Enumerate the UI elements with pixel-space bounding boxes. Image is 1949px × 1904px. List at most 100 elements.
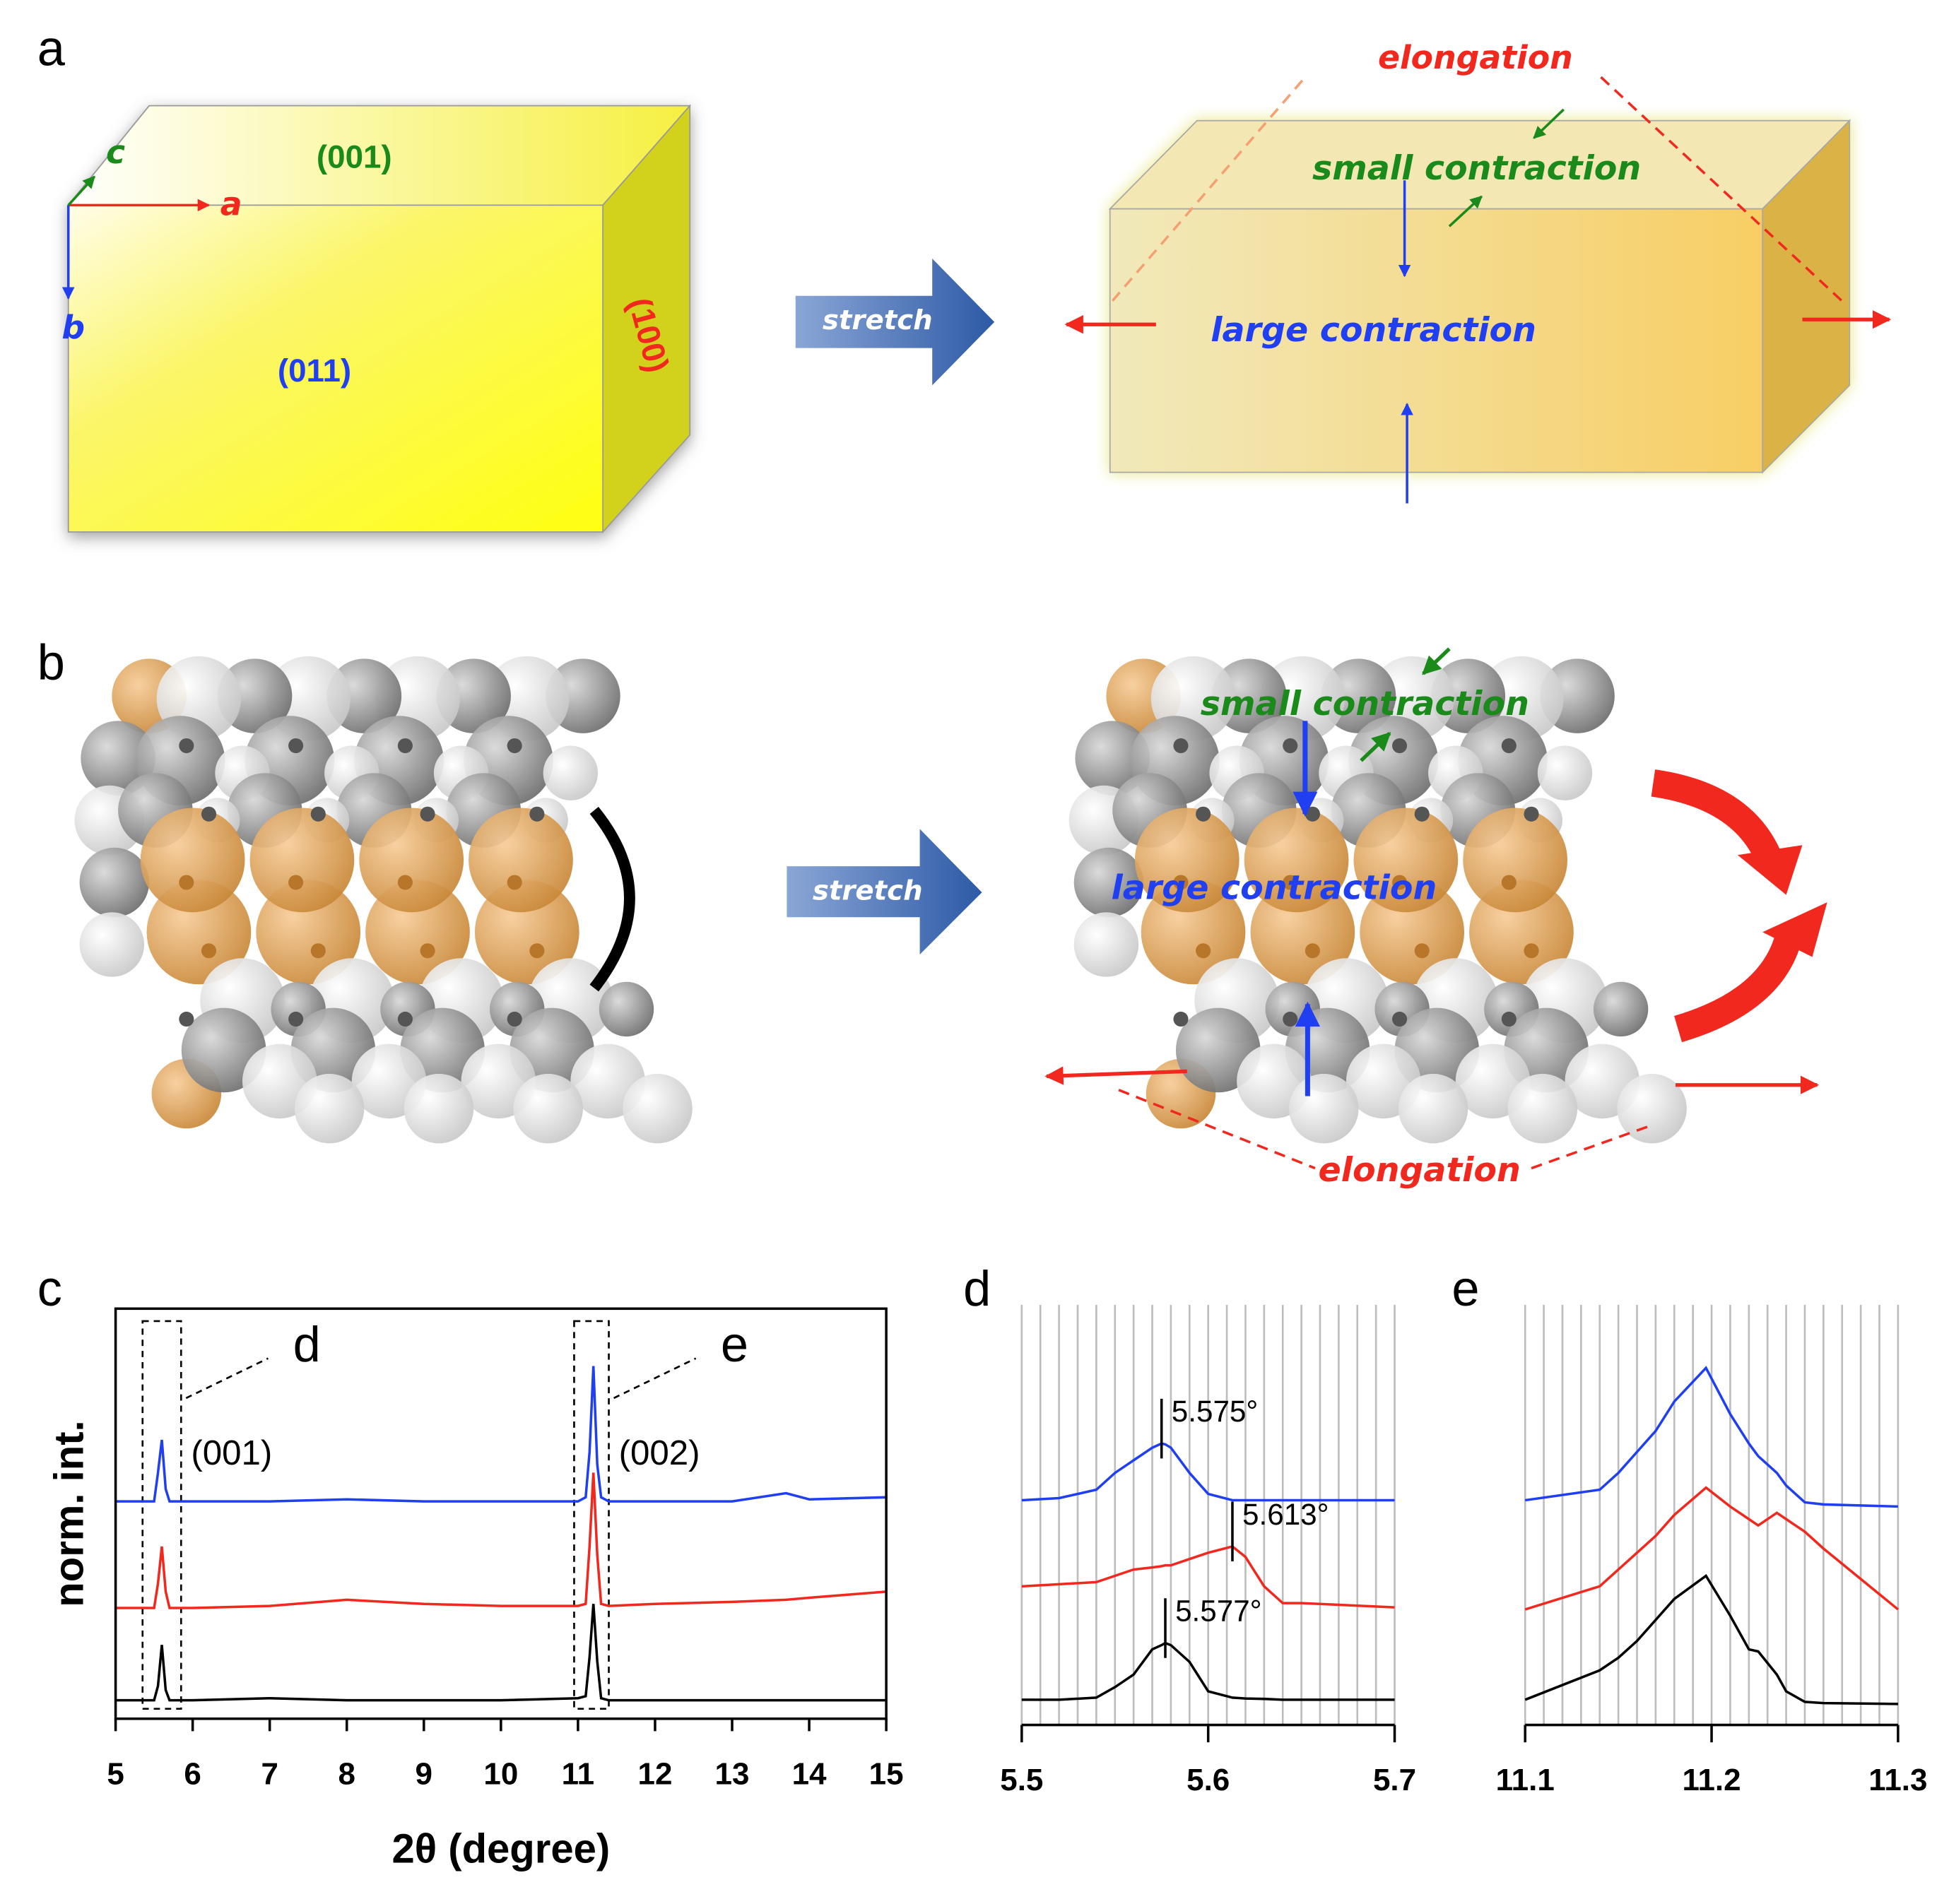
atom-sphere <box>1507 1073 1578 1144</box>
peak-label: (001) <box>191 1433 272 1472</box>
leader-line <box>185 1357 269 1400</box>
atom-sphere <box>79 912 145 977</box>
data-line <box>1021 1544 1395 1609</box>
x-tick-label: 5.6 <box>1187 1763 1230 1797</box>
arrow-label: stretch <box>823 304 933 336</box>
molecular-packing <box>1068 656 1687 1144</box>
atom-ball <box>179 738 194 754</box>
atom-sphere <box>359 808 464 913</box>
data-line <box>1021 1641 1395 1701</box>
atom-ball <box>1196 943 1211 959</box>
atom-ball <box>1392 738 1408 754</box>
data-line <box>115 1472 887 1609</box>
atom-sphere <box>1398 1073 1468 1144</box>
x-tick-label: 13 <box>715 1756 750 1791</box>
elongation-arrow <box>1044 1066 1187 1085</box>
atom-ball <box>1173 738 1189 754</box>
region-label: e <box>721 1316 748 1372</box>
axis-label: a <box>220 186 242 223</box>
atom-ball <box>507 875 522 890</box>
atom-ball <box>420 943 435 959</box>
stretch-arrow <box>787 829 982 955</box>
atom-sphere <box>599 981 654 1037</box>
atom-ball <box>1283 1011 1298 1027</box>
atom-sphere <box>79 847 150 918</box>
atom-sphere <box>294 1073 365 1144</box>
dashed-line <box>1531 1123 1654 1170</box>
zoom-region <box>573 1320 610 1710</box>
data-line <box>115 1366 887 1503</box>
x-tick-label: 5 <box>107 1756 124 1791</box>
atom-ball <box>1392 1011 1408 1027</box>
x-tick-label: 10 <box>483 1756 518 1791</box>
x-axis-label: 2θ (degree) <box>391 1826 610 1872</box>
atom-ball <box>529 943 545 959</box>
atom-ball <box>397 1011 413 1027</box>
atom-sphere <box>543 745 599 800</box>
x-tick-label: 11.1 <box>1496 1763 1555 1797</box>
y-axis-label: norm. int. <box>46 1420 92 1607</box>
atom-sphere <box>1134 808 1240 913</box>
block-front <box>1109 208 1764 473</box>
axis-arrow <box>67 175 95 206</box>
atom-sphere <box>249 808 355 913</box>
x-tick-label: 14 <box>792 1756 827 1791</box>
atom-ball <box>397 875 413 890</box>
elongation-label: elongation <box>1378 39 1573 76</box>
atom-sphere <box>81 721 155 796</box>
curved-arrow-head <box>1737 845 1803 895</box>
atom-ball <box>288 875 304 890</box>
bracket <box>589 806 635 992</box>
x-tick-label: 11.2 <box>1682 1763 1741 1797</box>
block-front <box>67 204 603 533</box>
contraction-arrow <box>1533 108 1565 139</box>
contraction-arrow <box>1448 195 1483 227</box>
atom-sphere <box>1463 808 1568 913</box>
dashed-line <box>1118 1089 1316 1170</box>
x-tick-label: 8 <box>338 1756 355 1791</box>
x-tick-label: 9 <box>416 1756 432 1791</box>
curved-arrow <box>1673 928 1803 1043</box>
x-tick-label: 6 <box>184 1756 201 1791</box>
crystal-block <box>66 104 692 534</box>
atom-ball <box>1414 806 1430 822</box>
face-label: (011) <box>278 353 351 389</box>
atom-sphere <box>1537 745 1593 800</box>
atom-sphere <box>1244 808 1349 913</box>
x-tick-label: 11 <box>562 1756 594 1791</box>
atom-ball <box>179 1011 194 1027</box>
x-tick-label: 15 <box>869 1756 904 1791</box>
atom-sphere <box>404 1073 474 1144</box>
atom-ball <box>1501 1011 1517 1027</box>
atom-ball <box>201 806 217 822</box>
leader-line <box>613 1357 697 1400</box>
peak-label: 5.613° <box>1242 1498 1329 1531</box>
elongation-label: elongation <box>1319 1151 1521 1190</box>
atom-ball <box>397 738 413 754</box>
atom-ball <box>1173 875 1189 890</box>
atom-sphere <box>469 808 573 913</box>
atom-ball <box>201 943 217 959</box>
x-tick-label: 7 <box>261 1756 278 1791</box>
dashed-line <box>1111 76 1307 302</box>
peak-label: 5.575° <box>1172 1395 1259 1428</box>
contraction-label: small contraction <box>1312 149 1641 188</box>
atom-ball <box>1283 875 1298 890</box>
atom-ball <box>288 738 304 754</box>
contraction-label: small contraction <box>1201 685 1529 723</box>
data-line <box>1524 1366 1898 1508</box>
curved-arrow <box>1651 769 1780 861</box>
atom-ball <box>420 806 435 822</box>
stretched-block <box>1108 119 1851 474</box>
atom-ball <box>529 806 545 822</box>
panel-label: b <box>37 634 65 690</box>
atom-ball <box>288 1011 304 1027</box>
atom-sphere <box>1073 847 1144 918</box>
charts: c d (001) e (002) 5 6 7 8 9 10 11 12 13 14 15 2θ (degree… <box>37 1260 1928 1872</box>
contraction-arrow <box>1360 732 1391 762</box>
axis-label: c <box>106 134 125 171</box>
molecular-packing <box>74 656 693 1144</box>
stretch-arrow <box>795 259 995 386</box>
x-tick-label: 5.7 <box>1373 1763 1416 1797</box>
